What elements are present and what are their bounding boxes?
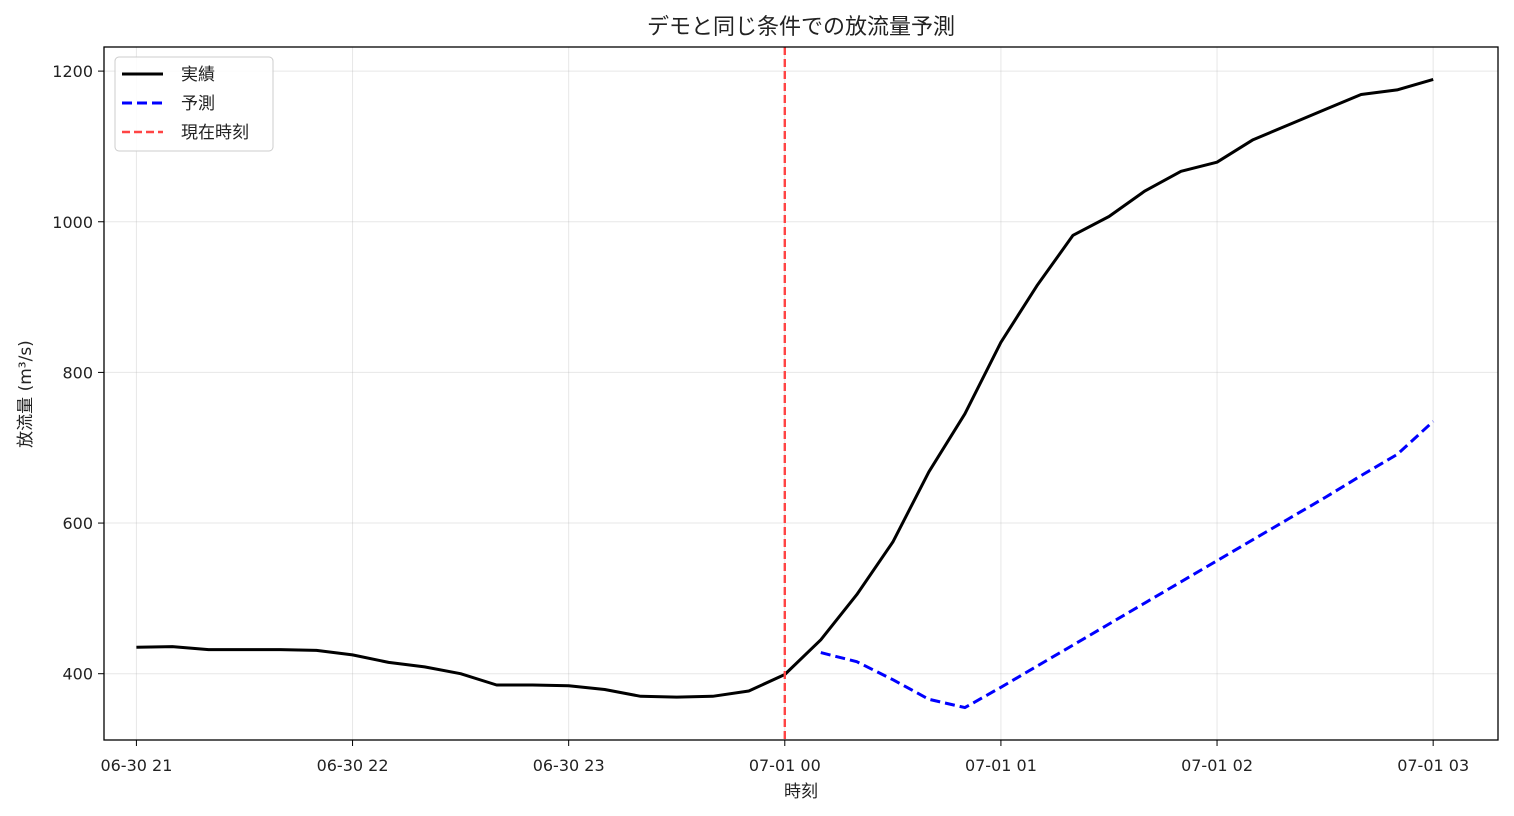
plot-area: [136, 47, 1435, 740]
x-axis-label: 時刻: [784, 782, 818, 802]
grid-lines: [104, 47, 1498, 740]
y-tick-label: 600: [62, 514, 93, 533]
legend-label: 予測: [181, 94, 215, 114]
x-tick-label: 07-01 03: [1397, 756, 1469, 775]
x-tick-label: 07-01 02: [1181, 756, 1253, 775]
x-tick-label: 07-01 00: [749, 756, 821, 775]
y-axis: 400 600 800 1000 1200: [52, 62, 104, 684]
y-tick-label: 1000: [52, 213, 93, 232]
legend-entry-current-time: 現在時刻: [122, 123, 249, 143]
legend-box: [114, 56, 274, 152]
x-tick-label: 06-30 22: [317, 756, 389, 775]
legend-label: 現在時刻: [181, 123, 249, 143]
legend-label: 実績: [181, 65, 215, 85]
x-axis: 06-30 21 06-30 22 06-30 23 07-01 00 07-01 01…: [100, 740, 1469, 775]
y-tick-label: 400: [62, 665, 93, 684]
y-tick-label: 1200: [52, 62, 93, 81]
y-tick-label: 800: [62, 363, 93, 382]
legend-entry-forecast: 予測: [122, 94, 215, 114]
x-tick-label: 06-30 23: [533, 756, 605, 775]
x-tick-label: 07-01 01: [965, 756, 1037, 775]
series-line-forecast: [820, 420, 1435, 710]
x-tick-label: 06-30 21: [100, 756, 172, 775]
plot-frame: [103, 46, 1499, 741]
y-axis-label: 放流量 (m³/s): [16, 340, 36, 448]
legend-entry-actual: 実績: [122, 65, 215, 85]
chart-title: デモと同じ条件での放流量予測: [647, 15, 955, 40]
